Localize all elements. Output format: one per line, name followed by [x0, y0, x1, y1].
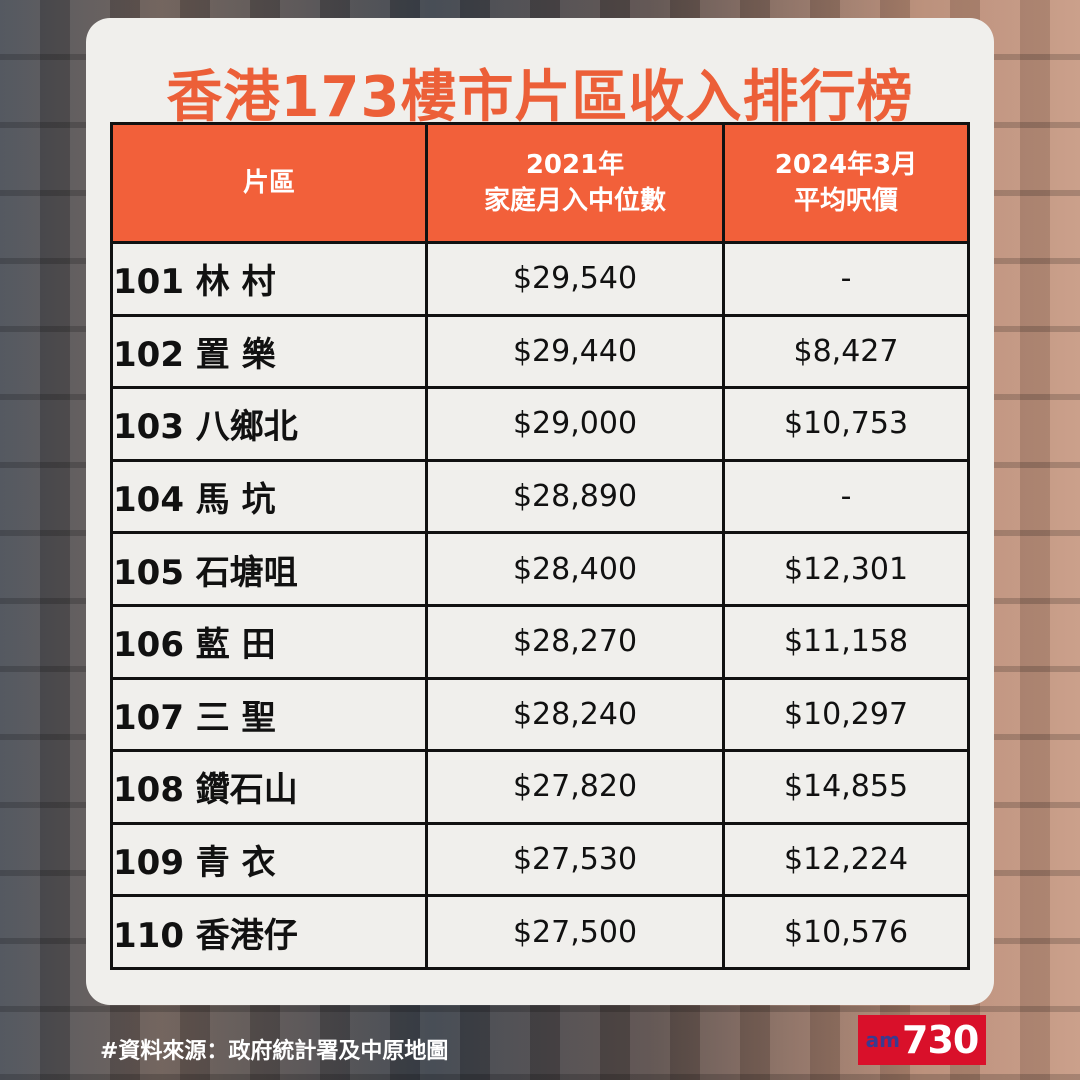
table-row: 106 藍 田 $28,270 $11,158	[110, 603, 970, 680]
table-row: 109 青 衣 $27,530 $12,224	[110, 821, 970, 898]
source-note: #資料來源：政府統計署及中原地圖	[100, 1039, 449, 1064]
district-cell: 108 鑽石山	[110, 749, 428, 825]
header-district: 片區	[110, 122, 428, 244]
district-cell: 106 藍 田	[110, 603, 428, 680]
price-cell: -	[722, 241, 970, 317]
district-cell: 109 青 衣	[110, 821, 428, 898]
price-cell: $8,427	[722, 313, 970, 390]
info-card: 香港173樓市片區收入排行榜 片區 2021年 家庭月入中位數 2024年3月 平均…	[86, 18, 994, 1005]
price-cell: $11,158	[722, 603, 970, 680]
am730-logo: am 730	[858, 1015, 986, 1065]
district-cell: 107 三 聖	[110, 676, 428, 753]
price-cell: $10,753	[722, 386, 970, 462]
price-cell: $12,301	[722, 531, 970, 607]
income-cell: $27,820	[425, 749, 725, 825]
district-cell: 104 馬 坑	[110, 458, 428, 535]
income-cell: $28,890	[425, 458, 725, 535]
table-header-row: 片區 2021年 家庭月入中位數 2024年3月 平均呎價	[110, 122, 970, 244]
district-cell: 102 置 樂	[110, 313, 428, 390]
table-row: 102 置 樂 $29,440 $8,427	[110, 313, 970, 390]
table-row: 110 香港仔 $27,500 $10,576	[110, 894, 970, 970]
income-cell: $29,540	[425, 241, 725, 317]
logo-number: 730	[902, 1018, 979, 1062]
income-cell: $27,530	[425, 821, 725, 898]
district-cell: 110 香港仔	[110, 894, 428, 970]
price-cell: $10,576	[722, 894, 970, 970]
price-cell: -	[722, 458, 970, 535]
income-cell: $28,240	[425, 676, 725, 753]
district-cell: 105 石塘咀	[110, 531, 428, 607]
table-row: 108 鑽石山 $27,820 $14,855	[110, 749, 970, 825]
ranking-table: 片區 2021年 家庭月入中位數 2024年3月 平均呎價 101 林 村 $29,5…	[110, 122, 970, 970]
income-cell: $27,500	[425, 894, 725, 970]
table-row: 101 林 村 $29,540-	[110, 241, 970, 317]
table-row: 104 馬 坑 $28,890-	[110, 458, 970, 535]
district-cell: 101 林 村	[110, 241, 428, 317]
header-income: 2021年 家庭月入中位數	[425, 122, 725, 244]
table-row: 105 石塘咀 $28,400 $12,301	[110, 531, 970, 607]
price-cell: $14,855	[722, 749, 970, 825]
logo-prefix: am	[865, 1028, 900, 1052]
header-price: 2024年3月 平均呎價	[722, 122, 970, 244]
price-cell: $10,297	[722, 676, 970, 753]
income-cell: $29,440	[425, 313, 725, 390]
district-cell: 103 八鄉北	[110, 386, 428, 462]
income-cell: $28,270	[425, 603, 725, 680]
income-cell: $29,000	[425, 386, 725, 462]
table-row: 103 八鄉北 $29,000 $10,753	[110, 386, 970, 462]
price-cell: $12,224	[722, 821, 970, 898]
income-cell: $28,400	[425, 531, 725, 607]
table-row: 107 三 聖 $28,240 $10,297	[110, 676, 970, 753]
page-title: 香港173樓市片區收入排行榜	[166, 65, 914, 130]
